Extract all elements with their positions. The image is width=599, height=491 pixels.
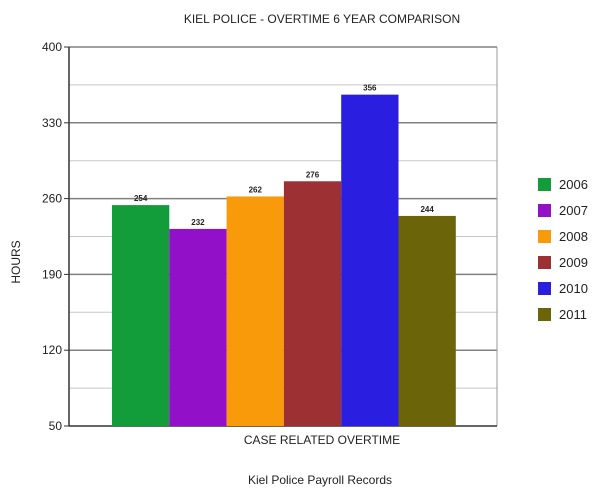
legend: 2006 2007 2008 2009 2010 2011: [538, 177, 588, 322]
bar-2006: [112, 205, 170, 426]
legend-swatch-2007: [538, 204, 551, 217]
y-tick-label: 50: [49, 419, 63, 433]
bar-value-label-2007: 232: [191, 218, 205, 227]
legend-swatch-2006: [538, 178, 551, 191]
bar-value-label-2008: 262: [249, 185, 263, 194]
y-tick-label: 330: [42, 116, 62, 130]
bars: [112, 94, 456, 426]
y-tick-label: 260: [42, 192, 62, 206]
legend-label-2007: 2007: [559, 203, 588, 218]
legend-label-2009: 2009: [559, 255, 588, 270]
y-axis-label: HOURS: [9, 240, 23, 283]
y-tick-label: 400: [42, 40, 62, 54]
bar-value-label-2009: 276: [306, 170, 320, 179]
legend-swatch-2009: [538, 256, 551, 269]
legend-label-2006: 2006: [559, 177, 588, 192]
bar-value-label-2011: 244: [420, 205, 434, 214]
bar-2008: [226, 196, 284, 426]
chart-caption: Kiel Police Payroll Records: [248, 473, 392, 487]
legend-label-2010: 2010: [559, 281, 588, 296]
legend-swatch-2011: [538, 308, 551, 321]
bar-2009: [283, 181, 342, 426]
bar-2007: [169, 228, 227, 426]
chart-title: KIEL POLICE - OVERTIME 6 YEAR COMPARISON: [184, 12, 460, 26]
legend-swatch-2008: [538, 230, 551, 243]
legend-label-2011: 2011: [559, 307, 587, 322]
bar-value-label-2006: 254: [134, 194, 148, 203]
bar-value-labels: 254 232 262 276 356 244: [134, 84, 434, 227]
y-tick-label: 120: [42, 343, 62, 357]
bar-2010: [341, 94, 399, 426]
bar-value-label-2010: 356: [363, 84, 377, 93]
x-axis-label: CASE RELATED OVERTIME: [244, 433, 400, 447]
y-tick-label: 190: [42, 267, 62, 281]
legend-swatch-2010: [538, 282, 551, 295]
legend-label-2008: 2008: [559, 229, 588, 244]
bar-2011: [398, 215, 456, 426]
